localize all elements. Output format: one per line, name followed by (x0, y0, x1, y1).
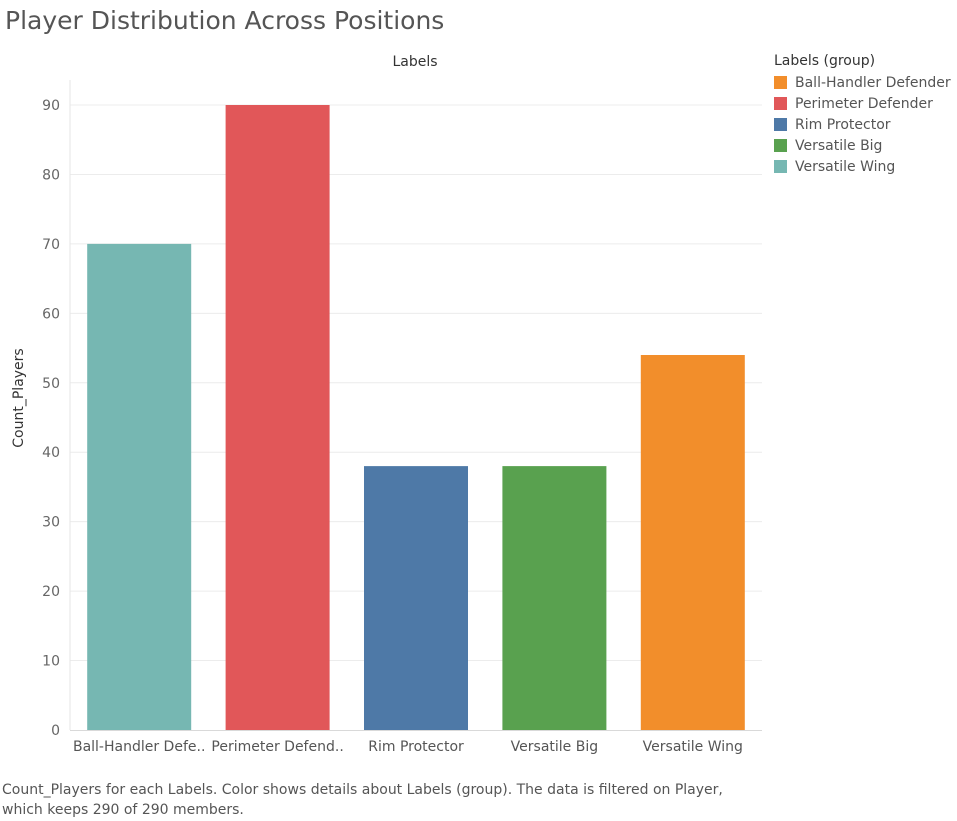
y-tick-label: 80 (42, 167, 60, 183)
legend-item: Versatile Wing (774, 156, 951, 177)
legend-label: Perimeter Defender (795, 95, 933, 112)
legend-swatch (774, 160, 787, 173)
legend-item: Versatile Big (774, 135, 951, 156)
bar (225, 105, 330, 730)
legend-label: Versatile Wing (795, 158, 896, 175)
bar (364, 466, 468, 730)
legend-item: Rim Protector (774, 114, 951, 135)
bar (87, 243, 192, 730)
bars (87, 105, 745, 730)
y-tick-label: 30 (42, 515, 60, 531)
caption: Count_Players for each Labels. Color sho… (2, 782, 723, 818)
legend-item: Perimeter Defender (774, 93, 951, 114)
y-tick-label: 20 (42, 584, 60, 600)
legend-swatch (774, 76, 787, 89)
y-tick-label: 50 (42, 376, 60, 392)
x-tick-label: Versatile Big (511, 739, 598, 755)
legend-swatch (774, 139, 787, 152)
x-tick-label: Ball-Handler Defe.. (73, 739, 205, 755)
x-tick-label: Perimeter Defend.. (211, 739, 343, 755)
x-tick-label: Versatile Wing (643, 739, 743, 755)
y-tick-label: 40 (42, 445, 60, 461)
legend-label: Versatile Big (795, 137, 883, 154)
y-axis-label: Count_Players (11, 348, 27, 447)
column-header: Labels (392, 54, 437, 70)
bar (640, 355, 745, 730)
y-tick-label: 70 (42, 237, 60, 253)
legend-label: Rim Protector (795, 116, 891, 133)
legend-label: Ball-Handler Defender (795, 74, 951, 91)
y-tick-label: 60 (42, 306, 60, 322)
legend-item: Ball-Handler Defender (774, 72, 951, 93)
y-tick-label: 0 (51, 723, 60, 739)
y-tick-label: 10 (42, 654, 60, 670)
bar (502, 466, 607, 730)
chart-title: Player Distribution Across Positions (5, 6, 445, 35)
legend: Labels (group) Ball-Handler Defender Peri… (774, 53, 951, 177)
legend-swatch (774, 118, 787, 131)
y-tick-label: 90 (42, 98, 60, 114)
x-tick-label: Rim Protector (368, 739, 464, 755)
x-axis: Ball-Handler Defe.. Perimeter Defend.. Rim… (70, 730, 762, 755)
y-axis: 0 10 20 30 40 50 60 70 80 90 (42, 80, 71, 739)
legend-items: Ball-Handler Defender Perimeter Defender R… (774, 72, 951, 177)
legend-swatch (774, 97, 787, 110)
legend-title: Labels (group) (774, 53, 876, 69)
